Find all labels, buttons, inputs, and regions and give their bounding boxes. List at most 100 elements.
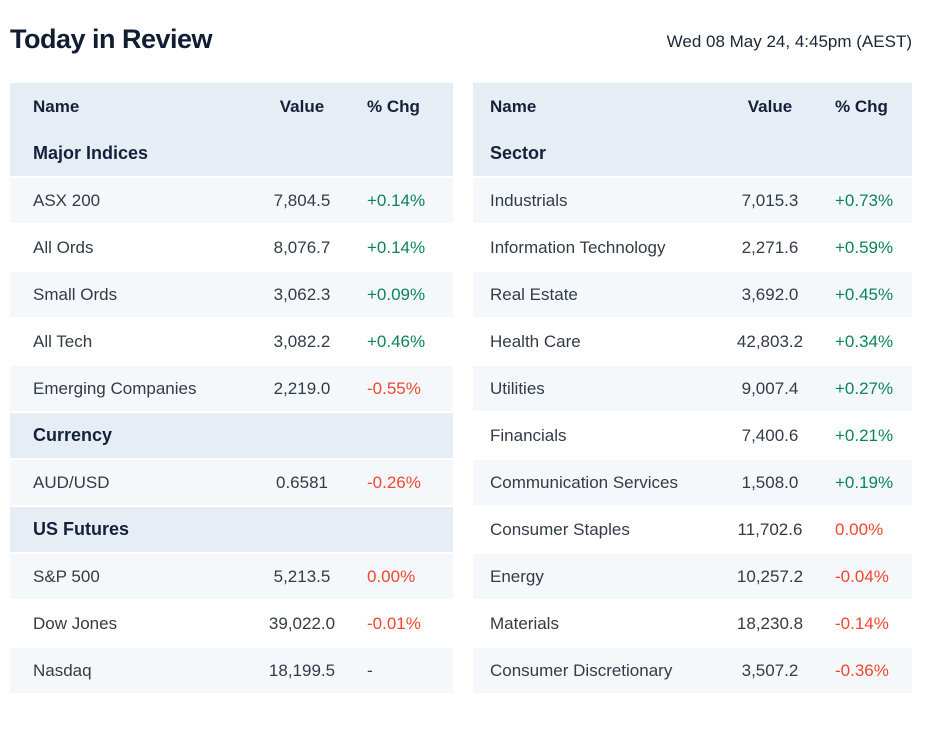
section-header-row: US Futures [10,507,453,554]
table-row: Industrials 7,015.3 +0.73% [473,178,912,225]
pct-change-cell: -0.36% [835,660,889,680]
pct-change-cell: +0.46% [367,331,426,351]
instrument-name-cell: Communication Services [490,472,679,492]
page-header: Today in Review Wed 08 May 24, 4:45pm (A… [10,24,912,55]
instrument-name-cell: Industrials [490,190,568,210]
section-title: US Futures [33,519,130,539]
value-cell: 10,257.2 [736,566,804,586]
table-row: All Ords 8,076.7 +0.14% [10,225,453,272]
value-cell: 11,702.6 [737,519,803,539]
value-cell: 7,400.6 [741,425,799,445]
instrument-name-cell: Financials [490,425,567,445]
column-header-name: Name [33,97,80,116]
section-title: Major Indices [33,143,149,163]
instrument-name-cell: All Ords [33,237,94,257]
instrument-name-cell: Consumer Staples [490,519,630,539]
table-row: Consumer Discretionary 3,507.2 -0.36% [473,648,912,695]
instrument-name-cell: Real Estate [490,284,578,304]
pct-change-cell: -0.01% [367,613,421,633]
instrument-name-cell: AUD/USD [33,472,110,492]
value-cell: 1,508.0 [741,472,799,492]
section-header-row: Currency [10,413,453,460]
section-title: Currency [33,425,113,445]
table-row: Energy 10,257.2 -0.04% [473,554,912,601]
value-cell: 3,062.3 [273,284,331,304]
value-cell: 3,082.2 [273,331,331,351]
table-row: Health Care 42,803.2 +0.34% [473,319,912,366]
section-header-row: Sector [473,131,912,178]
value-cell: 18,230.8 [736,613,804,633]
pct-change-cell: -0.55% [367,378,421,398]
table-row: Small Ords 3,062.3 +0.09% [10,272,453,319]
pct-change-cell: +0.73% [835,190,894,210]
column-header-pct-chg: % Chg [367,97,420,116]
section-title: Sector [490,143,547,163]
pct-change-cell: +0.14% [367,237,426,257]
instrument-name-cell: Consumer Discretionary [490,660,673,680]
instrument-name-cell: S&P 500 [33,566,100,586]
instrument-name-cell: Nasdaq [33,660,92,680]
pct-change-cell: +0.21% [835,425,894,445]
table-row: Nasdaq 18,199.5 - [10,648,453,695]
pct-change-cell: -0.04% [835,566,889,586]
pct-change-cell: 0.00% [367,566,416,586]
table-row: Utilities 9,007.4 +0.27% [473,366,912,413]
pct-change-cell: +0.14% [367,190,426,210]
pct-change-cell: +0.27% [835,378,894,398]
page-title: Today in Review [10,24,213,54]
value-cell: 5,213.5 [273,566,331,586]
value-cell: 7,015.3 [741,190,799,210]
pct-change-cell: +0.19% [835,472,894,492]
column-header-value: Value [279,97,325,116]
instrument-name-cell: ASX 200 [33,190,101,210]
value-cell: 3,692.0 [741,284,799,304]
report-datetime: Wed 08 May 24, 4:45pm (AEST) [666,32,912,51]
value-cell: 3,507.2 [741,660,799,680]
sectors-table: Name Value % Chg Sector Industrials 7,015.… [473,83,912,695]
value-cell: 2,271.6 [741,237,799,257]
table-row: AUD/USD 0.6581 -0.26% [10,460,453,507]
pct-change-cell: - [367,660,373,680]
pct-change-cell: -0.14% [835,613,889,633]
indices-table: Name Value % Chg Major Indices ASX 200 7,8… [10,83,453,695]
table-row: Financials 7,400.6 +0.21% [473,413,912,460]
column-header-name: Name [490,97,537,116]
instrument-name-cell: Small Ords [33,284,118,304]
section-header-row: Major Indices [10,131,453,178]
pct-change-cell: +0.45% [835,284,894,304]
table-row: Dow Jones 39,022.0 -0.01% [10,601,453,648]
column-header-value: Value [747,97,793,116]
value-cell: 7,804.5 [273,190,331,210]
instrument-name-cell: Emerging Companies [33,378,197,398]
indices-table-body: Major Indices ASX 200 7,804.5 +0.14% All Ord… [10,131,453,695]
table-row: Emerging Companies 2,219.0 -0.55% [10,366,453,413]
table-row: Consumer Staples 11,702.6 0.00% [473,507,912,554]
table-header-row: Name Value % Chg [473,83,912,131]
tables-container: Name Value % Chg Major Indices ASX 200 7,8… [10,83,912,695]
value-cell: 42,803.2 [736,331,804,351]
instrument-name-cell: Utilities [490,378,545,398]
instrument-name-cell: Materials [490,613,559,633]
instrument-name-cell: Dow Jones [33,613,118,633]
value-cell: 9,007.4 [741,378,799,398]
pct-change-cell: +0.59% [835,237,894,257]
instrument-name-cell: All Tech [33,331,93,351]
table-row: Real Estate 3,692.0 +0.45% [473,272,912,319]
instrument-name-cell: Health Care [490,331,581,351]
value-cell: 0.6581 [276,472,328,492]
pct-change-cell: 0.00% [835,519,884,539]
table-row: S&P 500 5,213.5 0.00% [10,554,453,601]
column-header-pct-chg: % Chg [835,97,888,116]
table-row: ASX 200 7,804.5 +0.14% [10,178,453,225]
value-cell: 8,076.7 [273,237,331,257]
value-cell: 39,022.0 [268,613,336,633]
pct-change-cell: +0.34% [835,331,894,351]
table-row: Information Technology 2,271.6 +0.59% [473,225,912,272]
table-header-row: Name Value % Chg [10,83,453,131]
table-row: Materials 18,230.8 -0.14% [473,601,912,648]
value-cell: 2,219.0 [273,378,331,398]
value-cell: 18,199.5 [268,660,336,680]
pct-change-cell: +0.09% [367,284,426,304]
table-row: All Tech 3,082.2 +0.46% [10,319,453,366]
